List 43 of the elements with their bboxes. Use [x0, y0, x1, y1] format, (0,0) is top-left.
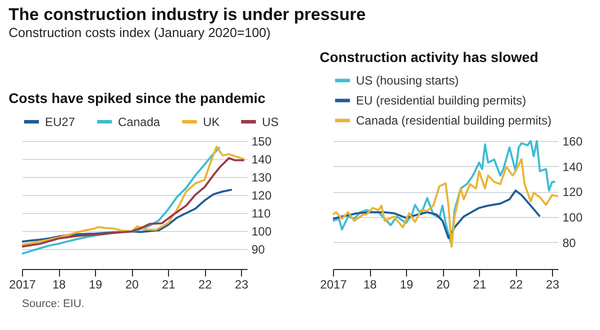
x-tick-label: 18	[52, 278, 66, 292]
source-note: Source: EIU.	[22, 298, 84, 310]
y-tick-label: 80	[562, 236, 576, 250]
legend-label: US	[262, 114, 279, 129]
line-series	[21, 146, 221, 255]
x-tick-label: 21	[472, 278, 487, 292]
text: The construction industry is under pressure	[8, 5, 366, 24]
y-tick-label: 140	[562, 160, 583, 174]
x-tick-label: 19	[88, 278, 102, 292]
y-tick-label: 120	[252, 188, 272, 203]
y-tick-label: 150	[252, 134, 272, 148]
x-tick-label: 20	[125, 278, 139, 292]
text: Construction costs index (January 2020=100)	[8, 25, 271, 40]
chart-title: Construction activity has slowed	[320, 49, 538, 65]
line-series	[332, 158, 559, 248]
line-series	[332, 190, 541, 240]
x-tick-label: 22	[509, 278, 524, 292]
legend-label: UK	[203, 114, 220, 129]
x-tick-label: 19	[400, 278, 414, 292]
y-tick-label: 90	[252, 242, 266, 257]
x-tick-label: 23	[546, 278, 560, 292]
x-tick-label: 22	[198, 278, 212, 292]
x-tick-label: 20	[436, 278, 450, 292]
y-tick-label: 140	[252, 152, 272, 167]
legend-label: US (housing starts)	[356, 74, 459, 88]
x-tick-label: 18	[363, 278, 377, 292]
legend-label: Canada (residential building permits)	[356, 114, 552, 128]
legend-label: EU (residential building permits)	[356, 94, 526, 108]
x-tick-label: 21	[162, 278, 176, 292]
y-tick-label: 120	[562, 185, 583, 200]
y-tick-label: 100	[252, 224, 272, 239]
legend-label: EU27	[45, 114, 76, 129]
x-tick-label: 2017	[9, 278, 36, 292]
y-tick-label: 160	[562, 134, 583, 148]
x-tick-label: 2017	[320, 278, 348, 292]
line-series	[332, 140, 556, 246]
x-tick-label: 23	[234, 278, 249, 292]
line-series	[21, 188, 233, 243]
y-tick-label: 100	[562, 210, 583, 225]
chart-title: Costs have spiked since the pandemic	[8, 90, 266, 106]
y-tick-label: 130	[252, 170, 272, 185]
y-tick-label: 110	[252, 206, 271, 221]
legend-label: Canada	[118, 114, 160, 129]
